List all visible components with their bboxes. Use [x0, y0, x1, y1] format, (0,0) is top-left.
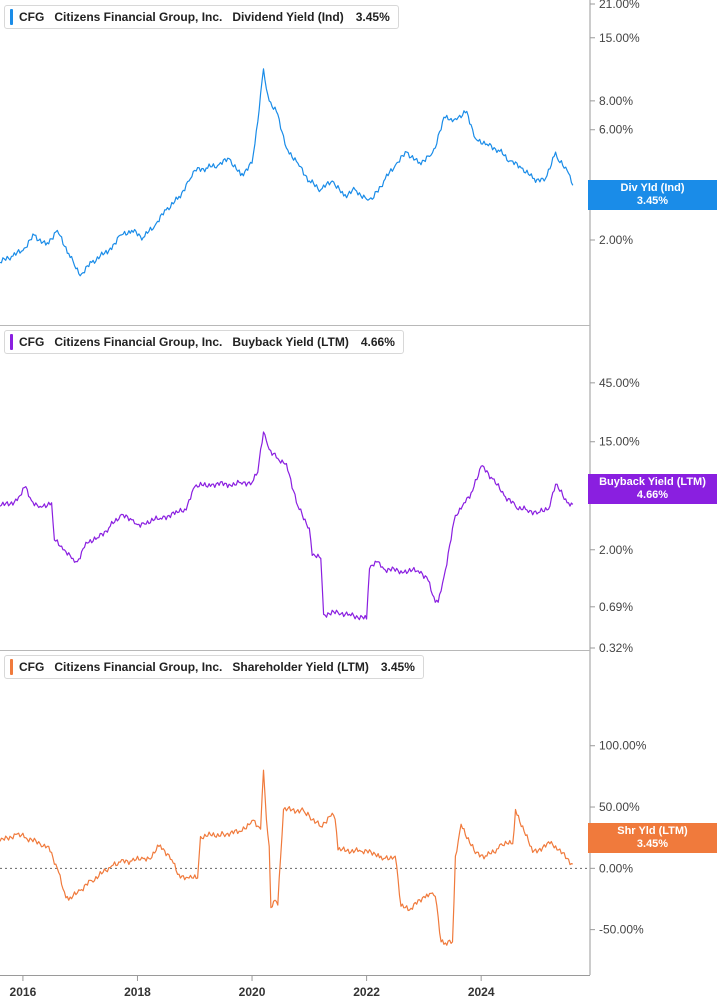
y-tick-label: 15.00% [599, 435, 640, 449]
buyback-yield-legend[interactable]: CFG Citizens Financial Group, Inc. Buyba… [4, 330, 404, 354]
y-tick-label: 2.00% [599, 233, 633, 247]
badge-value: 4.66% [636, 489, 669, 501]
buyback-yield-value-badge: Buyback Yield (LTM) 4.66% [588, 474, 717, 504]
metric-value: 4.66% [360, 335, 395, 349]
dividend-yield-value-badge: Div Yld (Ind) 3.45% [588, 180, 717, 210]
company-name: Citizens Financial Group, Inc. [54, 10, 223, 24]
x-tick-label: 2020 [239, 985, 266, 999]
y-tick-label: 8.00% [599, 94, 633, 108]
shareholder-yield-panel: 100.00% 50.00% 0.00% -50.00% [0, 739, 647, 946]
series-color-swatch [10, 9, 13, 25]
ticker-symbol: CFG [19, 10, 45, 24]
company-name: Citizens Financial Group, Inc. [54, 660, 223, 674]
y-tick-label: 0.32% [599, 641, 633, 655]
metric-value: 3.45% [355, 10, 390, 24]
chart-frame [0, 0, 591, 976]
y-tick-label: 6.00% [599, 123, 633, 137]
series-line [0, 769, 574, 946]
buyback-yield-panel: 45.00%15.00%6.00%2.00%0.69%0.32% [0, 376, 640, 655]
shareholder-yield-value-badge: Shr Yld (LTM) 3.45% [588, 823, 717, 853]
y-tick-label: 0.00% [599, 861, 633, 875]
ticker-symbol: CFG [19, 335, 45, 349]
y-tick-label: 2.00% [599, 543, 633, 557]
x-tick-label: 2024 [468, 985, 495, 999]
company-name: Citizens Financial Group, Inc. [54, 335, 223, 349]
y-tick-label: 21.00% [599, 0, 640, 11]
metric-value: 3.45% [380, 660, 415, 674]
y-tick-label: -50.00% [599, 923, 644, 937]
shareholder-yield-legend[interactable]: CFG Citizens Financial Group, Inc. Share… [4, 655, 424, 679]
series-color-swatch [10, 659, 13, 675]
x-tick-label: 2016 [10, 985, 37, 999]
y-tick-label: 0.69% [599, 600, 633, 614]
metric-name: Shareholder Yield (LTM) [232, 660, 369, 674]
series-line [0, 68, 574, 277]
series-color-swatch [10, 334, 13, 350]
badge-title: Shr Yld (LTM) [617, 825, 688, 837]
x-tick-label: 2018 [124, 985, 151, 999]
y-tick-label: 50.00% [599, 800, 640, 814]
y-tick-label: 100.00% [599, 739, 647, 753]
dividend-yield-legend[interactable]: CFG Citizens Financial Group, Inc. Divid… [4, 5, 399, 29]
badge-title: Buyback Yield (LTM) [599, 476, 706, 488]
dividend-yield-panel: 21.00%15.00%8.00%6.00%3.00%2.00% [0, 0, 640, 277]
x-axis: 2016 2018 2020 2022 2024 [10, 975, 495, 999]
badge-title: Div Yld (Ind) [620, 182, 685, 194]
metric-name: Dividend Yield (Ind) [232, 10, 344, 24]
ticker-symbol: CFG [19, 660, 45, 674]
y-tick-label: 15.00% [599, 31, 640, 45]
series-line [0, 431, 574, 621]
badge-value: 3.45% [636, 838, 669, 850]
y-tick-label: 45.00% [599, 376, 640, 390]
metric-name: Buyback Yield (LTM) [232, 335, 349, 349]
x-tick-label: 2022 [353, 985, 380, 999]
badge-value: 3.45% [636, 195, 669, 207]
